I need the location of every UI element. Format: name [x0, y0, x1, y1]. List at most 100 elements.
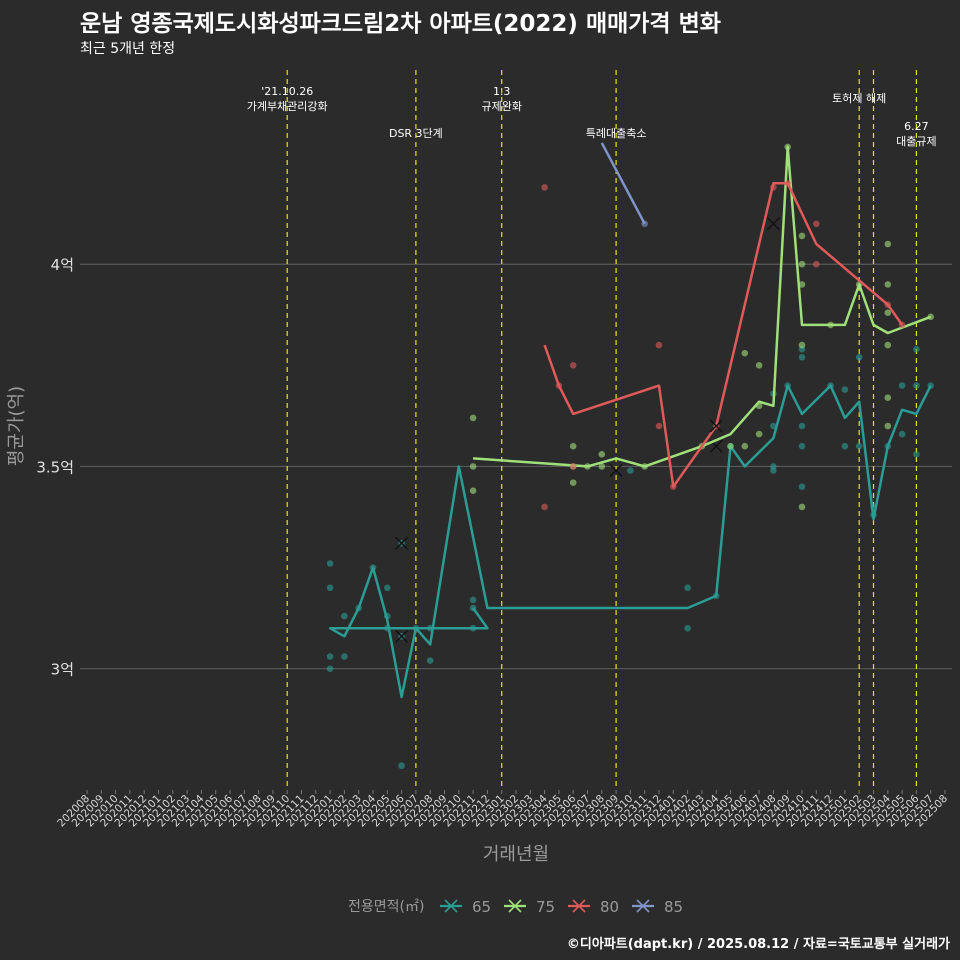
x-axis-title: 거래년월	[483, 844, 549, 865]
data-point	[855, 353, 863, 361]
data-point	[655, 422, 663, 430]
data-point	[469, 487, 477, 495]
event-label-line: 토허제 해제	[832, 91, 886, 105]
data-point	[898, 430, 906, 438]
legend-label: 85	[664, 898, 683, 916]
data-point	[798, 353, 806, 361]
data-point	[569, 442, 577, 450]
legend-label: 65	[472, 898, 491, 916]
data-point	[684, 584, 691, 592]
mean-marker	[395, 536, 409, 550]
event-label: '21.10.26 가계부채관리강화	[247, 85, 328, 113]
data-point	[841, 442, 849, 450]
data-point	[884, 422, 892, 430]
event-label: 특례대출축소	[586, 127, 647, 140]
data-point	[541, 503, 548, 511]
mean-marker	[709, 439, 723, 453]
data-point	[569, 479, 577, 486]
mean-marker	[395, 629, 409, 643]
y-tick-label: 3.5억	[36, 458, 74, 476]
data-point	[813, 260, 820, 268]
mean-marker	[609, 463, 623, 477]
data-point	[655, 341, 663, 349]
data-point	[326, 584, 334, 592]
data-point	[569, 362, 577, 369]
data-point	[884, 394, 892, 401]
event-label-line: 특례대출축소	[586, 127, 647, 140]
data-point	[569, 463, 577, 470]
data-point	[913, 382, 920, 389]
series-65	[326, 345, 934, 770]
data-point	[798, 341, 806, 349]
data-point	[741, 349, 749, 357]
series-line	[543, 182, 904, 488]
data-point	[884, 281, 892, 288]
data-point	[755, 362, 763, 369]
event-label: 1.3 규제완화	[481, 85, 521, 113]
series-line	[473, 145, 932, 468]
data-point	[384, 584, 391, 592]
mean-marker	[766, 217, 780, 231]
grid-lines	[80, 263, 952, 670]
data-point	[326, 653, 334, 660]
legend-label: 75	[536, 898, 555, 916]
data-point	[469, 414, 477, 422]
chart-title: 운남 영종국제도시화성파크드림2차 아파트(2022) 매매가격 변화	[80, 11, 721, 37]
series-layer	[326, 142, 934, 770]
data-point	[426, 657, 434, 664]
event-label-line: 가계부채관리강화	[247, 100, 328, 113]
data-point	[741, 442, 749, 450]
data-point	[884, 341, 892, 349]
data-point	[884, 309, 892, 317]
legend-swatch-x	[636, 899, 650, 913]
event-label-line: 6.27	[904, 120, 929, 133]
event-label: 토허제 해제	[832, 91, 886, 105]
y-axis-title: 평균가(억)	[6, 386, 27, 466]
legend-item-65: 65	[440, 898, 491, 916]
data-point	[469, 463, 477, 470]
data-point	[684, 624, 691, 632]
data-point	[727, 442, 734, 450]
y-tick-label: 3억	[51, 661, 74, 679]
series-85	[600, 142, 648, 228]
data-point	[798, 232, 806, 240]
data-point	[841, 386, 849, 393]
data-point	[770, 467, 777, 474]
event-label-line: 규제완화	[481, 100, 521, 113]
chart-subtitle: 최근 5개년 한정	[80, 41, 176, 57]
legend-item-85: 85	[632, 898, 683, 916]
data-point	[798, 260, 806, 268]
mean-marker	[709, 419, 723, 433]
legend-label: 80	[600, 898, 619, 916]
data-point	[855, 442, 863, 450]
event-label-line: 대출규제	[896, 135, 936, 148]
legend: 전용면적(㎡) 65 75 80 85	[348, 898, 683, 916]
data-point	[326, 665, 334, 672]
data-point	[598, 463, 606, 470]
data-point	[798, 503, 806, 511]
legend-swatch-x	[508, 899, 522, 913]
event-label-line: DSR 3단계	[389, 127, 443, 140]
series-line	[328, 384, 932, 699]
legend-swatch-x	[572, 899, 586, 913]
source-credit: ©디아파트(dapt.kr) / 2025.08.12 / 자료=국토교통부 실…	[566, 937, 950, 952]
data-point	[598, 451, 606, 458]
series-80	[541, 180, 906, 511]
event-label: 6.27 대출규제	[896, 120, 936, 148]
data-point	[398, 762, 405, 770]
data-point	[755, 430, 763, 438]
data-point	[884, 240, 892, 248]
data-point	[913, 451, 920, 458]
data-point	[798, 422, 806, 430]
legend-item-75: 75	[504, 898, 555, 916]
y-tick-label: 4억	[51, 256, 74, 274]
data-point	[341, 612, 348, 620]
event-label: DSR 3단계	[389, 127, 443, 140]
series-75	[469, 143, 934, 511]
data-point	[341, 653, 348, 660]
data-point	[469, 596, 477, 604]
event-label-line: 1.3	[493, 85, 511, 98]
data-point	[798, 483, 806, 490]
